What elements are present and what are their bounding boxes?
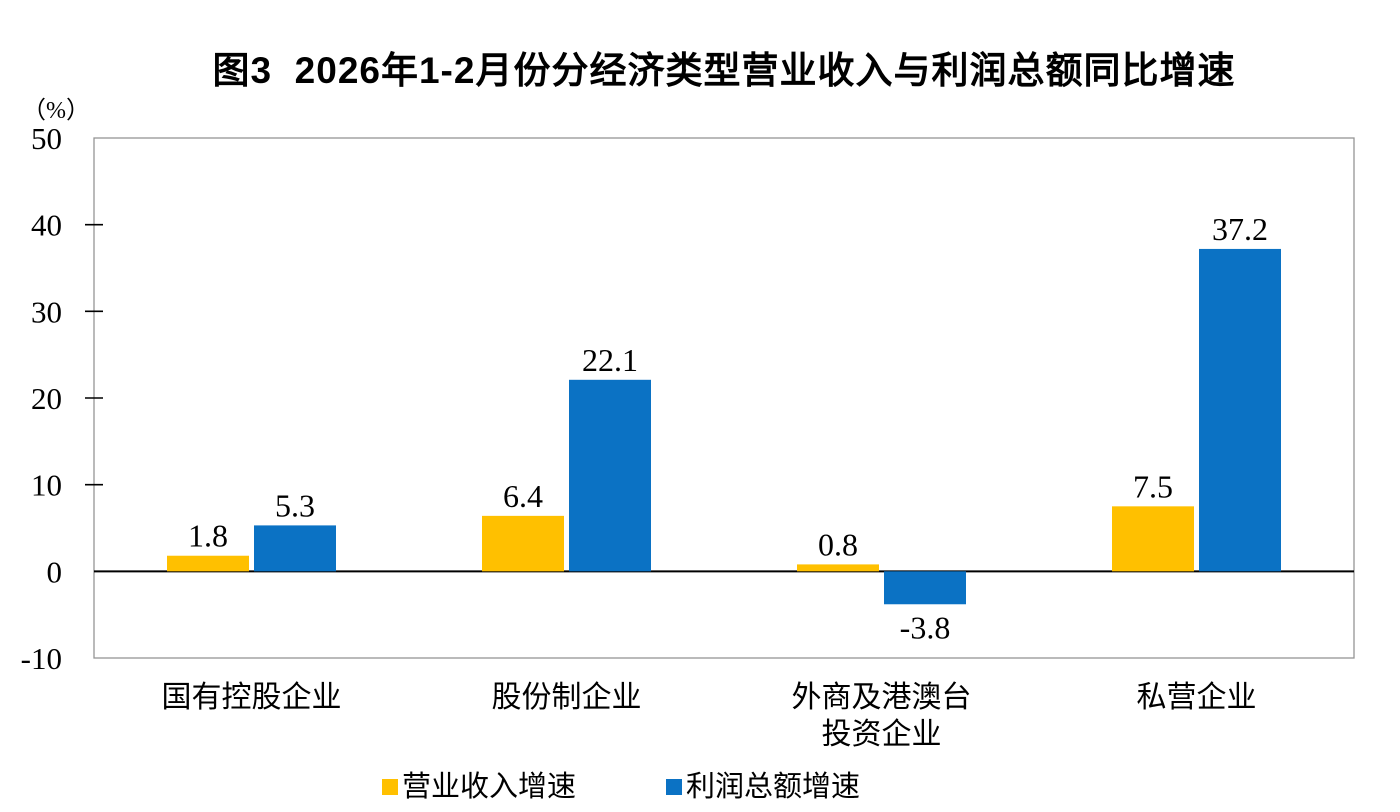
y-tick-label: 50 — [31, 121, 62, 156]
bar — [1112, 506, 1194, 572]
chart-title: 图3 2026年1-2月份分经济类型营业收入与利润总额同比增速 — [212, 50, 1236, 91]
category-label: 股份制企业 — [492, 681, 642, 714]
legend-label-profit-growth: 利润总额增速 — [686, 771, 861, 803]
bar-value-label: 22.1 — [582, 342, 638, 378]
bar-value-label: 7.5 — [1133, 468, 1173, 504]
bar — [1199, 248, 1281, 572]
bar-value-label: -3.8 — [900, 609, 951, 645]
bar-value-label: 37.2 — [1212, 211, 1268, 247]
y-tick-label: 30 — [31, 294, 62, 329]
bar — [884, 571, 966, 605]
legend-label-revenue-growth: 营业收入增速 — [402, 771, 577, 803]
bar — [254, 525, 336, 572]
bar-value-label: 0.8 — [818, 526, 858, 562]
bar-value-label: 5.3 — [275, 487, 315, 523]
category-label: 投资企业 — [822, 718, 942, 751]
bar-value-label: 6.4 — [503, 478, 543, 514]
y-tick-label: 20 — [31, 381, 62, 416]
y-tick-label: 40 — [31, 208, 62, 243]
bar — [167, 555, 249, 572]
category-label: 外商及港澳台 — [792, 681, 972, 714]
profit-growth-swatch-icon — [666, 779, 683, 795]
legend-item-profit-growth: 利润总额增速 — [666, 769, 860, 805]
category-label: 私营企业 — [1137, 681, 1257, 714]
y-tick-label: 10 — [31, 468, 62, 503]
bar — [797, 564, 879, 572]
y-tick-label: -10 — [21, 641, 62, 676]
plot-border — [93, 137, 1355, 659]
bar-value-label: 1.8 — [188, 518, 228, 554]
revenue-growth-swatch-icon — [382, 779, 398, 795]
y-tick-label: 0 — [47, 554, 63, 589]
category-label: 国有控股企业 — [162, 681, 342, 714]
bar — [569, 379, 651, 572]
legend: 营业收入增速 利润总额增速 — [382, 769, 860, 805]
bar — [482, 515, 564, 572]
legend-item-revenue-growth: 营业收入增速 — [382, 769, 576, 805]
y-axis-unit-label: （%） — [22, 98, 90, 124]
